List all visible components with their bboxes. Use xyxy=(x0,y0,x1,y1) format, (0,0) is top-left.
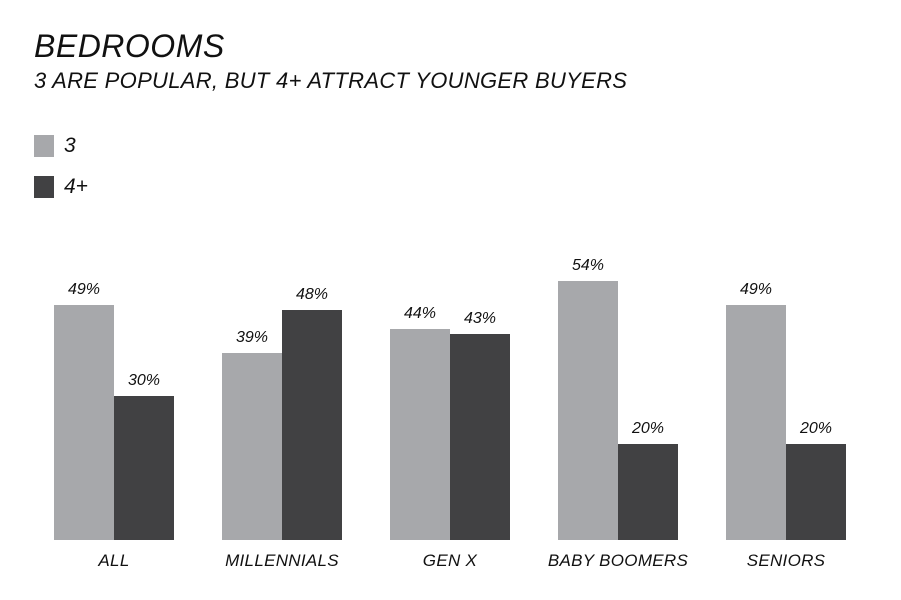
legend-label-3: 3 xyxy=(64,134,76,157)
bar-all-4plus xyxy=(114,396,174,540)
category-label: MILLENNIALS xyxy=(225,551,339,570)
category-label: SENIORS xyxy=(746,551,826,570)
data-label: 30% xyxy=(127,372,161,389)
category-label: BABY BOOMERS xyxy=(547,551,689,570)
data-label: 49% xyxy=(67,281,101,298)
data-label: 49% xyxy=(739,281,773,298)
bar-millennials-4plus xyxy=(282,310,342,540)
bar-gen-x-3 xyxy=(390,329,450,540)
category-label: GEN X xyxy=(422,551,478,570)
legend-label-4plus: 4+ xyxy=(64,175,88,198)
bar-seniors-4plus xyxy=(786,444,846,540)
legend-swatch-3 xyxy=(34,135,54,157)
category-label: ALL xyxy=(98,551,130,570)
bar-baby-boomers-3 xyxy=(558,281,618,540)
bar-baby-boomers-4plus xyxy=(618,444,678,540)
bar-all-3 xyxy=(54,305,114,540)
data-label: 48% xyxy=(295,286,329,303)
bar-gen-x-4plus xyxy=(450,334,510,540)
legend-item-4plus: 4+ xyxy=(34,175,88,199)
data-label: 43% xyxy=(463,310,497,327)
data-label: 20% xyxy=(799,420,833,437)
chart-subtitle: 3 ARE POPULAR, BUT 4+ ATTRACT YOUNGER BU… xyxy=(34,68,628,93)
data-label: 39% xyxy=(235,329,269,346)
bar-seniors-3 xyxy=(726,305,786,540)
chart-title: BEDROOMS xyxy=(34,28,225,64)
bar-millennials-3 xyxy=(222,353,282,540)
legend-swatch-4plus xyxy=(34,176,54,198)
data-label: 20% xyxy=(631,420,665,437)
legend-item-3: 3 xyxy=(34,134,76,158)
data-label: 44% xyxy=(403,305,437,322)
data-label: 54% xyxy=(571,257,605,274)
